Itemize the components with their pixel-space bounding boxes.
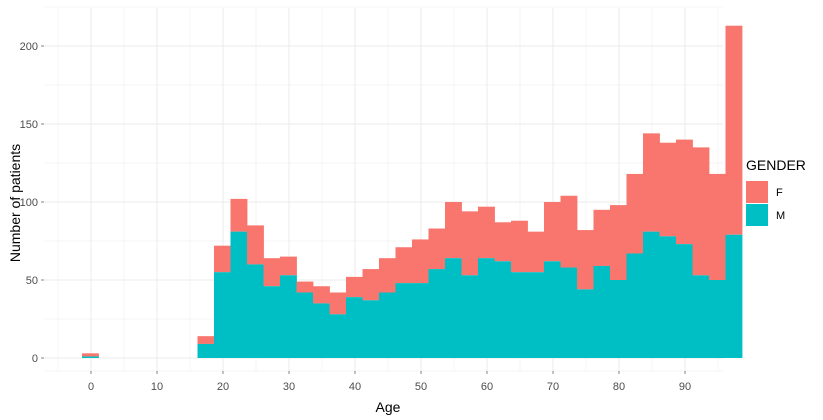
bar-male xyxy=(676,244,693,358)
bar-female xyxy=(544,202,561,262)
x-tick-label: 70 xyxy=(547,381,559,393)
y-tick-label: 150 xyxy=(20,119,38,131)
y-tick-label: 50 xyxy=(26,275,38,287)
x-tick-label: 40 xyxy=(349,381,361,393)
bar-male xyxy=(494,261,512,358)
bar-male xyxy=(412,283,429,358)
bar-male xyxy=(725,234,743,358)
bar-female xyxy=(527,231,545,273)
bar-female xyxy=(296,281,314,293)
bar-female xyxy=(725,25,743,235)
bar-male xyxy=(544,261,561,358)
y-axis-ticks: 0 50 100 150 200 xyxy=(20,41,44,365)
bar-female xyxy=(197,336,215,344)
bar-male xyxy=(560,267,578,358)
bar-male xyxy=(395,283,413,358)
bar-male xyxy=(527,272,545,358)
bar-female xyxy=(395,247,413,284)
bar-male xyxy=(280,275,297,358)
bar-female xyxy=(478,206,495,259)
bar-male xyxy=(511,272,528,358)
bar-female xyxy=(593,209,611,266)
bar-female xyxy=(610,205,627,280)
bar-male xyxy=(362,300,380,358)
bar-female xyxy=(659,142,677,237)
y-axis-title: Number of patients xyxy=(7,144,23,262)
x-tick-label: 20 xyxy=(217,381,229,393)
bar-male xyxy=(643,231,660,358)
bar-male xyxy=(478,258,495,358)
bar-female xyxy=(263,258,281,287)
bar-male xyxy=(461,275,479,358)
bar-female xyxy=(511,220,528,273)
bar-male xyxy=(197,343,215,358)
bar-male xyxy=(296,292,314,358)
bar-female xyxy=(692,147,710,276)
bar-female xyxy=(461,211,479,276)
legend-label-m: M xyxy=(776,210,785,222)
bar-male xyxy=(626,253,644,358)
legend-key-m xyxy=(746,204,768,226)
y-tick-label: 0 xyxy=(32,353,38,365)
y-tick-label: 100 xyxy=(20,197,38,209)
bar-male xyxy=(247,264,264,358)
x-tick-label: 10 xyxy=(151,381,163,393)
legend-title: GENDER xyxy=(746,157,806,173)
bar-female xyxy=(412,239,429,284)
bar-female xyxy=(643,133,660,232)
y-tick-label: 200 xyxy=(20,41,38,53)
bar-female xyxy=(494,222,512,262)
legend-label-f: F xyxy=(776,187,783,199)
bar-male xyxy=(659,236,677,358)
bar-female xyxy=(313,286,330,304)
bar-male xyxy=(692,275,710,358)
bar-female xyxy=(379,258,396,293)
bar-female xyxy=(247,225,264,265)
x-tick-label: 30 xyxy=(283,381,295,393)
legend-key-f xyxy=(746,181,768,203)
bar-female xyxy=(626,173,644,254)
bar-female xyxy=(82,353,99,357)
bar-male xyxy=(577,289,594,358)
bar-male xyxy=(214,272,231,358)
bar-male xyxy=(230,231,248,358)
x-tick-label: 80 xyxy=(613,381,625,393)
bar-female xyxy=(676,139,693,245)
x-tick-label: 50 xyxy=(415,381,427,393)
bar-male xyxy=(593,265,611,358)
x-axis-title: Age xyxy=(376,399,401,415)
bar-male xyxy=(346,297,363,358)
bar-female xyxy=(230,198,248,232)
bar-female xyxy=(577,230,594,290)
bar-female xyxy=(428,228,446,270)
bar-female xyxy=(560,195,578,268)
bar-male xyxy=(313,303,330,358)
bar-male xyxy=(329,314,347,358)
bar-male xyxy=(428,269,446,358)
bar-male xyxy=(709,280,726,358)
x-tick-label: 60 xyxy=(481,381,493,393)
bars xyxy=(82,25,743,358)
bar-male xyxy=(82,356,99,358)
bar-female xyxy=(709,173,726,280)
bar-male xyxy=(379,292,396,358)
bar-female xyxy=(362,269,380,301)
bar-female xyxy=(280,256,297,276)
bar-male xyxy=(445,258,462,358)
bar-female xyxy=(346,276,363,298)
bar-male xyxy=(610,280,627,358)
bar-male xyxy=(263,286,281,358)
x-axis-ticks: 0 10 20 30 40 50 60 70 80 90 xyxy=(88,371,691,393)
x-tick-label: 90 xyxy=(679,381,691,393)
x-tick-label: 0 xyxy=(88,381,94,393)
bar-female xyxy=(329,292,347,315)
bar-female xyxy=(214,245,231,273)
legend: GENDER FM xyxy=(746,157,806,226)
bar-female xyxy=(445,202,462,259)
